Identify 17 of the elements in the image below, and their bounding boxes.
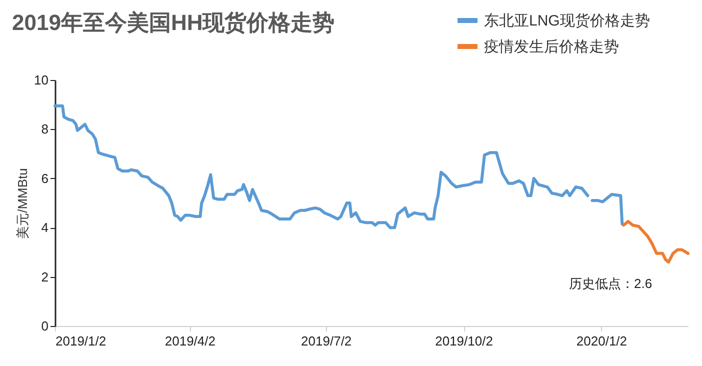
x-tick-label: 2019/1/2 xyxy=(56,334,106,348)
x-tick-label: 2020/1/2 xyxy=(576,334,628,348)
y-tick-label: 2 xyxy=(41,269,48,284)
x-tick-label: 2019/4/2 xyxy=(164,334,216,348)
y-axis-title: 美元/MMBtu xyxy=(15,168,30,239)
y-tick-label: 8 xyxy=(41,122,48,137)
y-tick-label: 10 xyxy=(34,72,48,88)
legend-label: 疫情发生后价格走势 xyxy=(484,38,619,56)
annotation: 历史低点：2.6 xyxy=(569,276,652,292)
y-tick-label: 6 xyxy=(41,170,48,186)
line-series xyxy=(622,220,690,264)
x-tick-label: 2019/7/2 xyxy=(301,334,352,348)
y-tick-label: 4 xyxy=(41,220,48,236)
legend-label: 东北亚LNG现货价格走势 xyxy=(484,12,650,30)
y-tick-label: 0 xyxy=(41,318,48,334)
x-tick-label: 2019/10/2 xyxy=(435,334,493,348)
chart-title: 2019年至今美国HH现货价格走势 xyxy=(12,10,335,35)
